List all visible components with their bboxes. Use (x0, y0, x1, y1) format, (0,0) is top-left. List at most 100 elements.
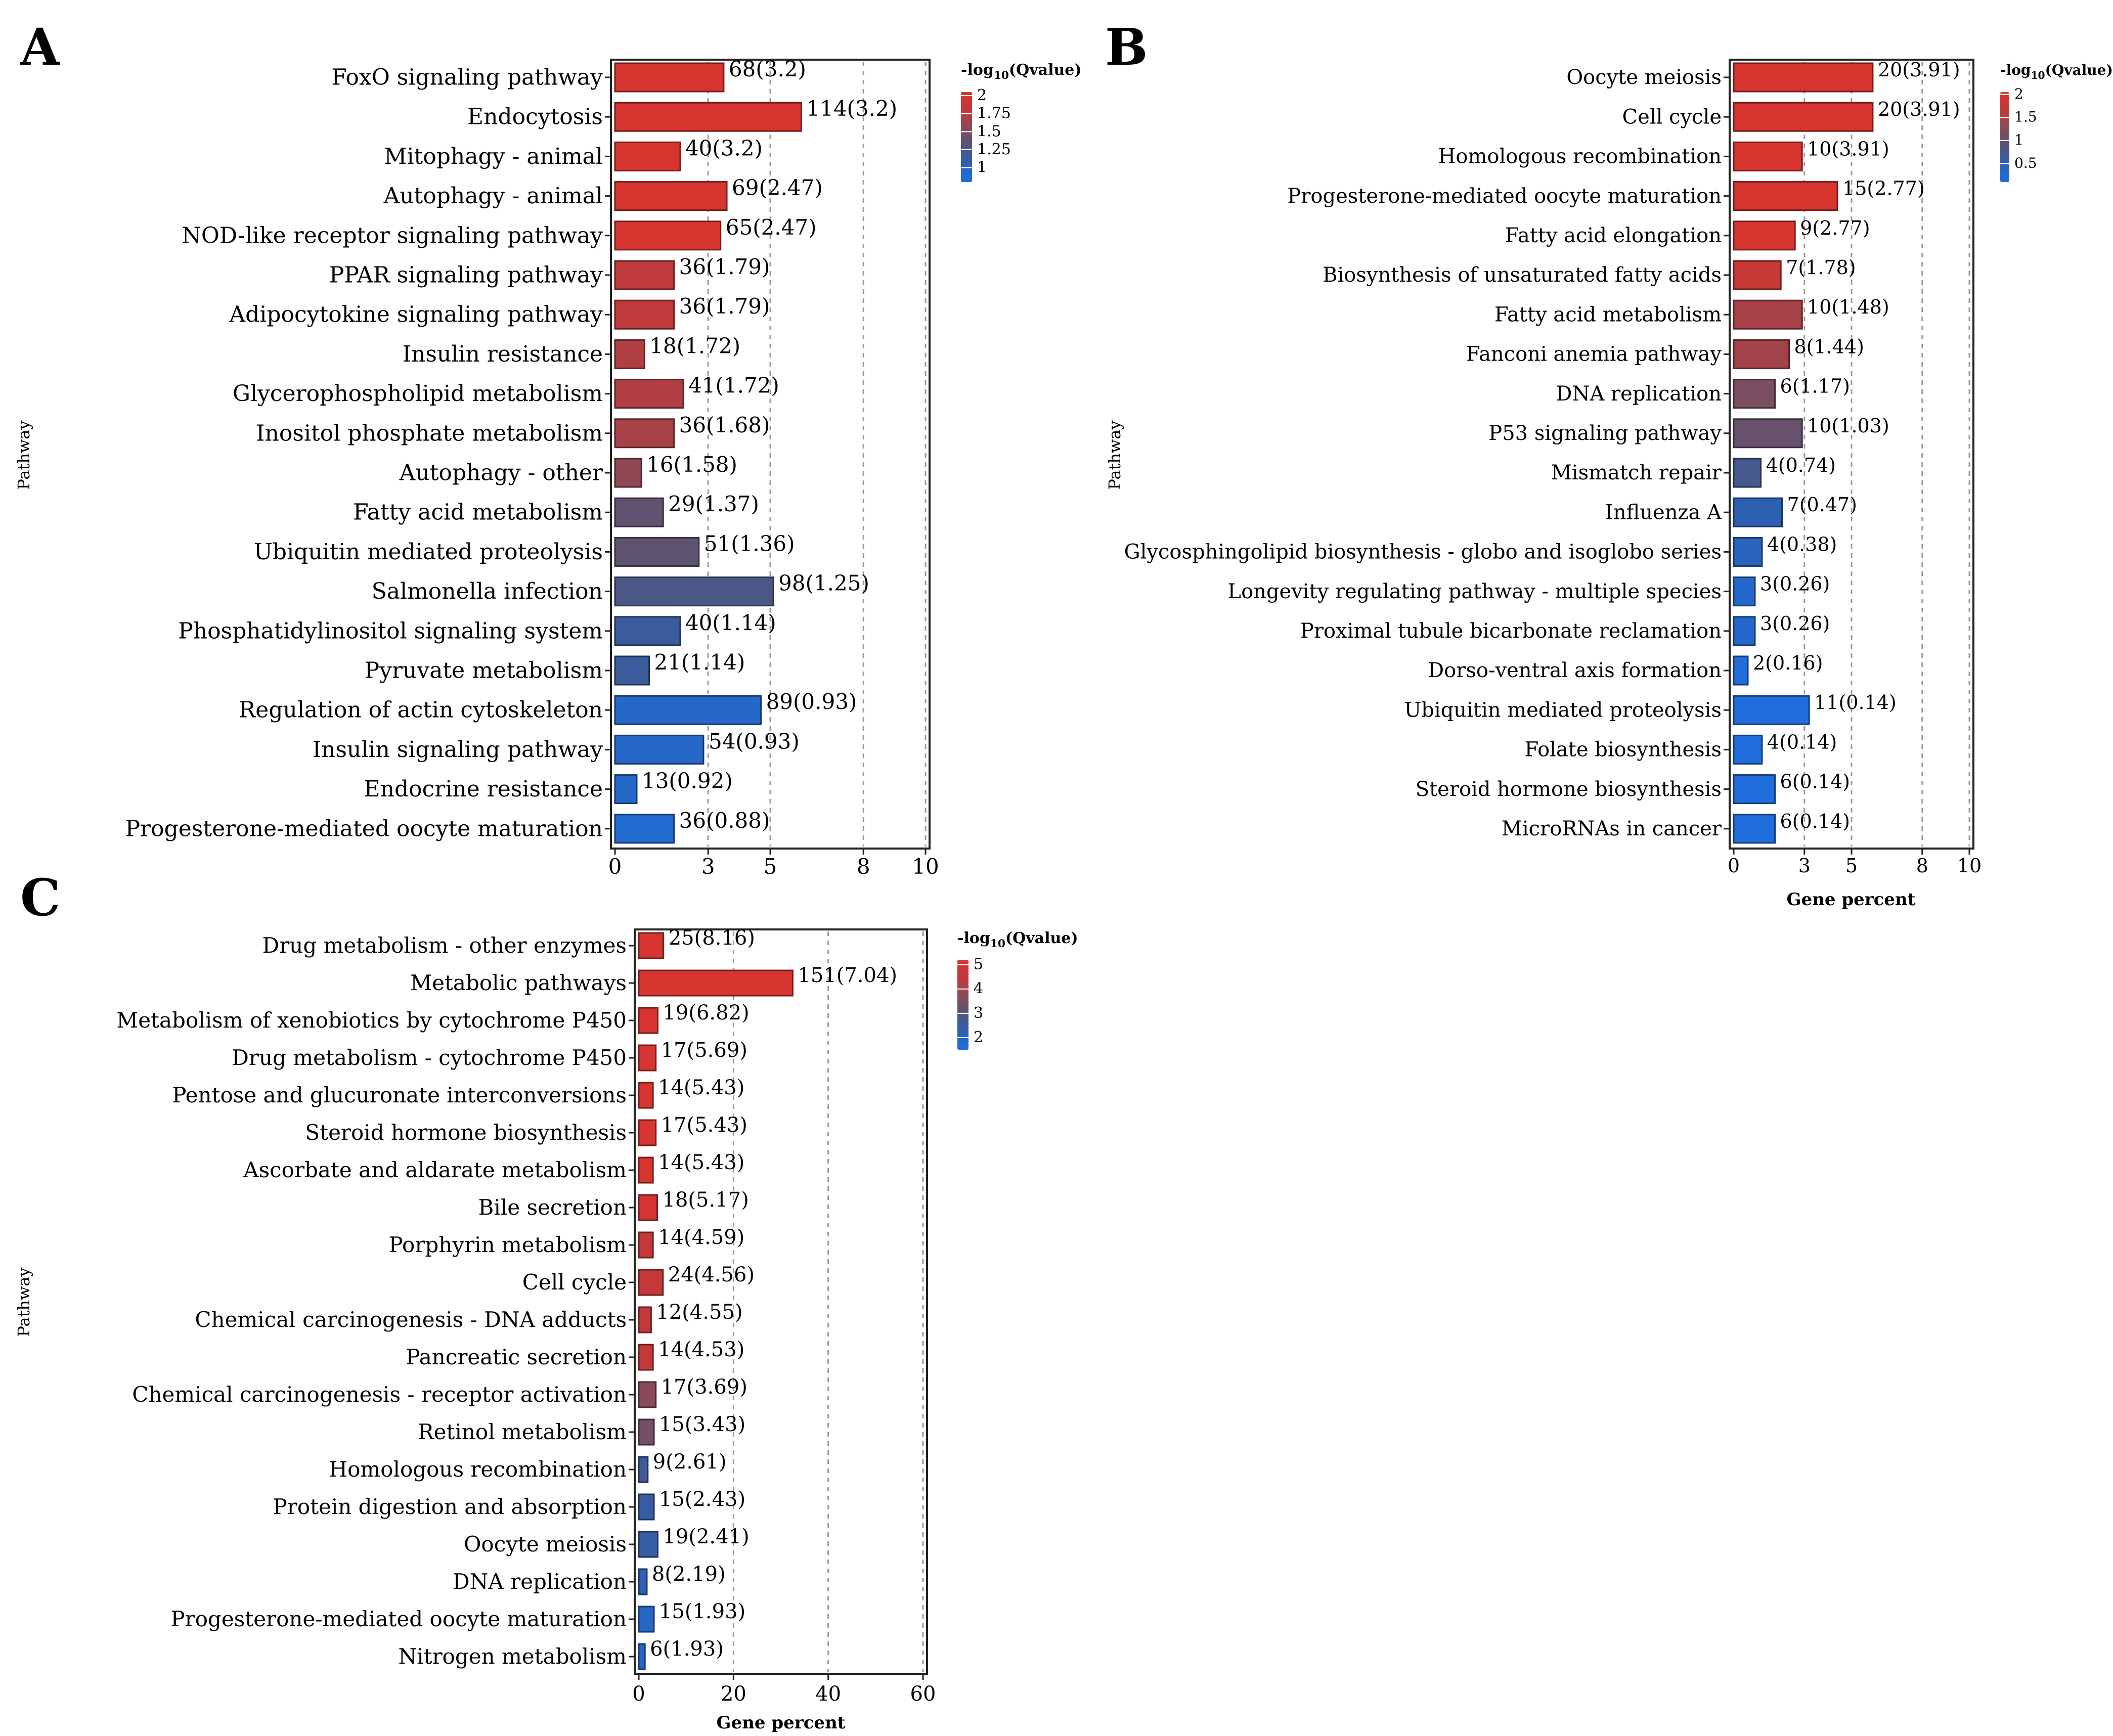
bar-value-label: 36(1.79) (679, 254, 770, 279)
bar-value-label: 15(3.43) (659, 1413, 745, 1436)
category-label: Chemical carcinogenesis - DNA adducts (195, 1307, 627, 1332)
category-label: Regulation of actin cytoskeleton (239, 697, 603, 723)
legend-tick-label: 1.25 (977, 141, 1011, 158)
bar (614, 458, 642, 488)
bar-value-label: 15(2.77) (1842, 177, 1925, 200)
panel-a-bar-labels: 68(3.2)114(3.2) 40(3.2) 69(2.47) 65(2.47) 36… (642, 57, 897, 833)
category-label: Steroid hormone biosynthesis (305, 1120, 627, 1145)
category-label: Oocyte meiosis (1566, 66, 1722, 89)
category-label: Ubiquitin mediated proteolysis (1404, 698, 1722, 722)
bar-value-label: 98(1.25) (778, 571, 869, 596)
bar-value-label: 8(1.44) (1794, 335, 1864, 358)
bar (638, 1493, 655, 1521)
bar (614, 734, 705, 765)
panel-c-chart: 25(8.16) 151(7.04) 19(6.82) 17(5.69) 14(5.43… (14, 926, 1078, 1733)
panel-a-x-ticks: 0 3 5 8 10 (608, 849, 939, 879)
bar (614, 62, 725, 93)
bar-value-label: 3(0.26) (1760, 612, 1830, 635)
bar-value-label: 114(3.2) (806, 96, 897, 121)
bar (1733, 102, 1874, 132)
bar (638, 1156, 654, 1184)
bar-value-label: 14(4.53) (658, 1338, 744, 1361)
category-label: Homologous recombination (329, 1457, 627, 1482)
legend-tick-label: 1 (2014, 131, 2023, 148)
category-label: Fatty acid metabolism (353, 500, 603, 525)
panel-b-bar-labels: 20(3.91) 20(3.91) 10(3.91) 15(2.77) 9(2.77) 7… (1753, 59, 1960, 832)
panel-a-legend: -log10(Qvalue) 21.751.51.251 (961, 61, 1082, 182)
bar (1733, 616, 1756, 646)
bar (638, 1606, 655, 1633)
bar (638, 1119, 657, 1146)
bar-value-label: 65(2.47) (726, 215, 817, 240)
bar (614, 260, 675, 290)
panel-c-gridlines (732, 931, 924, 1672)
bar (614, 141, 681, 171)
bar-value-label: 6(0.14) (1780, 810, 1850, 832)
bar-value-label: 4(0.74) (1766, 454, 1836, 476)
bar-value-label: 2(0.16) (1753, 652, 1823, 674)
bar (638, 1269, 664, 1296)
category-label: Porphyrin metabolism (388, 1232, 627, 1257)
bar (1733, 418, 1803, 449)
bar-value-label: 36(0.88) (679, 808, 770, 833)
bar-value-label: 29(1.37) (668, 492, 759, 516)
bar-value-label: 69(2.47) (732, 175, 823, 200)
bar-value-label: 14(4.59) (658, 1226, 744, 1249)
bar-value-label: 17(3.69) (661, 1375, 747, 1399)
panel-letter-a: A (20, 17, 60, 77)
bar (638, 1531, 658, 1558)
legend-tick-label: 1.75 (977, 105, 1011, 122)
category-label: Nitrogen metabolism (398, 1644, 627, 1669)
bar (638, 1007, 658, 1034)
panel-c-x-axis-title: Gene percent (717, 1713, 846, 1733)
bar-value-label: 12(4.55) (656, 1301, 742, 1324)
panel-c-bars (638, 932, 794, 1670)
x-tick-label: 0 (632, 1682, 645, 1706)
panel-b-legend: -log10(Qvalue) 2 1.5 1 0.5 (2000, 62, 2113, 182)
bar-value-label: 36(1.68) (679, 413, 770, 437)
category-label: MicroRNAs in cancer (1502, 817, 1722, 840)
category-label: DNA replication (453, 1569, 627, 1594)
x-tick-label: 3 (701, 854, 715, 879)
bar-value-label: 51(1.36) (704, 531, 795, 556)
legend-tick-label: 2 (974, 1029, 983, 1046)
bar-value-label: 19(2.41) (663, 1525, 749, 1548)
bar-value-label: 20(3.91) (1878, 59, 1960, 81)
category-label: FoxO signaling pathway (331, 65, 603, 91)
bar-value-label: 14(5.43) (658, 1151, 744, 1174)
category-label: Progesterone-mediated oocyte maturation (170, 1607, 627, 1631)
bar-value-label: 25(8.16) (669, 926, 755, 950)
bar-value-label: 6(0.14) (1780, 771, 1850, 793)
legend-color-bar (961, 92, 972, 182)
category-label: Fanconi anemia pathway (1466, 343, 1722, 366)
bar (614, 655, 650, 686)
panel-b-x-axis-title: Gene percent (1787, 889, 1916, 910)
legend-tick-label: 5 (974, 956, 983, 973)
x-tick-label: 10 (912, 854, 939, 879)
bar (1733, 734, 1763, 765)
bar-value-label: 4(0.38) (1767, 533, 1837, 555)
bar (1733, 458, 1762, 488)
bar (638, 1306, 652, 1333)
category-label: Adipocytokine signaling pathway (229, 302, 603, 328)
category-label: Biosynthesis of unsaturated fatty acids (1323, 263, 1722, 287)
legend-tick-label: 2 (2014, 85, 2023, 102)
bar-value-label: 6(1.93) (650, 1637, 724, 1661)
bar (638, 1044, 657, 1072)
bar-value-label: 7(1.78) (1786, 256, 1856, 279)
bar (614, 299, 675, 330)
category-label: Mitophagy - animal (384, 144, 603, 169)
bar (614, 695, 762, 725)
bar (638, 1194, 658, 1221)
legend-tick-label: 1.5 (977, 122, 1001, 140)
bar (614, 537, 700, 567)
bar-value-label: 41(1.72) (688, 373, 779, 398)
category-label: Longevity regulating pathway - multiple … (1228, 580, 1722, 603)
category-label: Pentose and glucuronate interconversions (172, 1083, 627, 1107)
panel-a-category-labels: FoxO signaling pathway Endocytosis Mitopha… (125, 65, 611, 841)
bar (638, 1231, 654, 1259)
legend-color-bar (957, 960, 969, 1050)
bar (1733, 260, 1782, 290)
bar (614, 339, 645, 369)
